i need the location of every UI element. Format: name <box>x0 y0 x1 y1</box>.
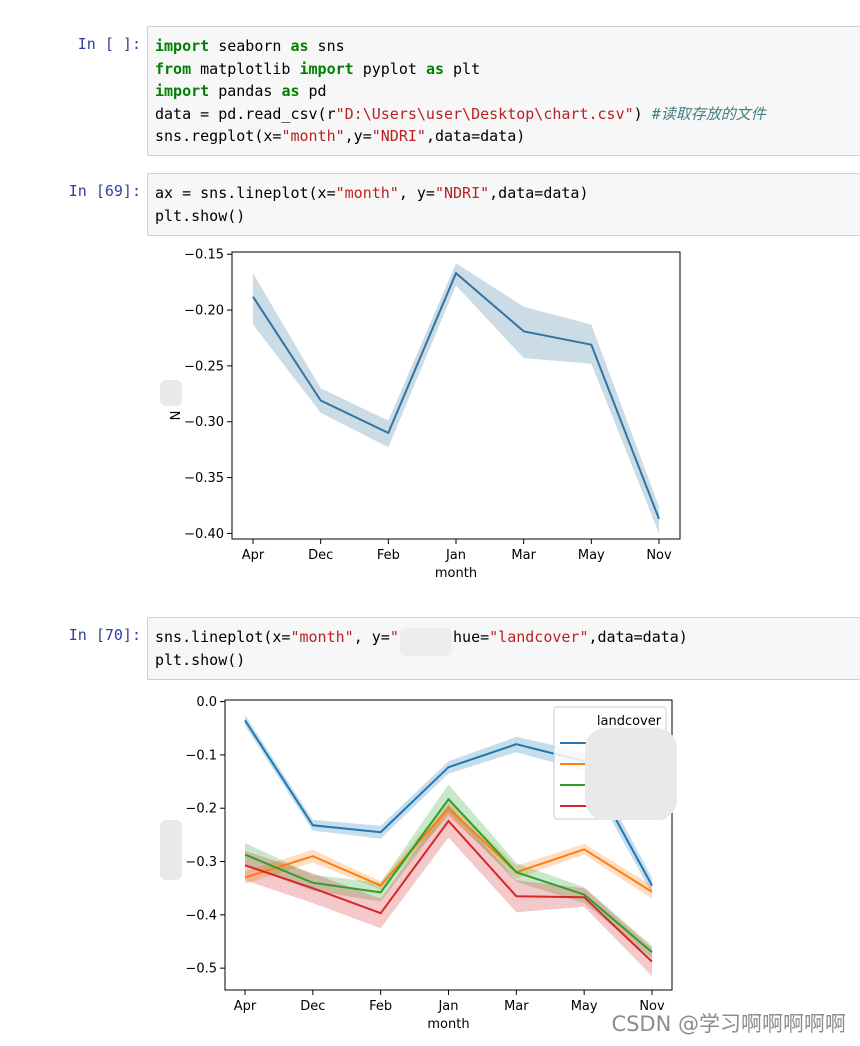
code-token: sns.lineplot(x= <box>155 628 291 646</box>
x-tick-label: May <box>571 999 598 1014</box>
ci-band-1 <box>245 800 652 899</box>
code-line: from matplotlib import pyplot as plt <box>155 58 860 81</box>
x-tick-label: Mar <box>504 999 529 1014</box>
series-line-0 <box>252 271 660 520</box>
ci-band-3 <box>245 804 652 977</box>
code-token: #读取存放的文件 <box>651 104 766 123</box>
x-tick-label: Feb <box>369 999 392 1014</box>
x-tick-label: Apr <box>242 548 265 563</box>
y-axis-label: N <box>169 411 184 421</box>
redacted-ylabel <box>160 380 182 406</box>
series-line-3 <box>244 819 653 963</box>
y-tick-label: −0.35 <box>184 471 224 486</box>
series-line-1 <box>244 806 653 893</box>
code-token: plt.show() <box>155 650 246 669</box>
code-token: ,y= <box>344 127 372 145</box>
code-token: ,data=data) <box>588 628 688 646</box>
code-line: data = pd.read_csv(r"D:\Users\user\Deskt… <box>155 103 860 126</box>
code-token: ax = sns.lineplot(x= <box>155 184 336 202</box>
code-token: ,data=data) <box>489 184 589 202</box>
code-token: "month" <box>281 127 345 145</box>
x-tick-label: Feb <box>377 548 400 563</box>
cell-prompt-2: In [69]: <box>68 182 141 200</box>
x-tick-label: Dec <box>308 548 333 563</box>
y-tick-label: −0.5 <box>185 962 217 977</box>
code-token: as <box>425 59 444 78</box>
code-token: data = pd.read_csv(r <box>155 104 336 123</box>
x-tick-label: May <box>578 548 605 563</box>
code-cell-2[interactable]: ax = sns.lineplot(x="month", y="NDRI",da… <box>147 173 860 236</box>
code-line: ax = sns.lineplot(x="month", y="NDRI",da… <box>155 182 860 205</box>
y-tick-label: −0.40 <box>184 527 224 542</box>
code-token: , y= <box>398 184 435 202</box>
code-line: plt.show() <box>155 205 860 228</box>
code-token: as <box>281 82 300 100</box>
x-tick-label: Apr <box>234 999 257 1014</box>
x-tick-label: Jan <box>437 999 458 1014</box>
ndri-line-chart: −0.15 −0.20 −0.25 −0.30 −0.35 −0.40 Apr Dec Feb J… <box>169 248 681 581</box>
y-tick-label: −0.20 <box>184 304 224 319</box>
code-token: "landcover" <box>489 628 589 646</box>
y-tick-label: −0.30 <box>184 415 224 430</box>
redacted-ylabel-2 <box>160 820 182 880</box>
cell-prompt-1: In [ ]: <box>77 35 141 53</box>
code-token: pd <box>299 82 327 100</box>
x-tick-label: Jan <box>445 548 466 563</box>
code-token: matplotlib <box>191 59 300 78</box>
code-line: import seaborn as sns <box>155 35 860 58</box>
code-token: import <box>155 37 210 55</box>
code-line: sns.lineplot(x="month", y=" ", hue="land… <box>155 626 860 649</box>
code-token: from <box>155 59 192 78</box>
x-tick-label: Nov <box>646 548 672 563</box>
code-token: ,data=data) <box>425 127 526 145</box>
code-token: , y= <box>353 628 390 646</box>
y-tick-label: −0.1 <box>185 748 217 763</box>
code-token: pandas <box>209 82 282 100</box>
y-tick-label: −0.4 <box>185 908 217 923</box>
code-token: sns <box>308 37 345 55</box>
x-tick-label: Nov <box>639 999 665 1014</box>
x-axis-label: month <box>435 566 477 581</box>
code-token: import <box>299 59 354 78</box>
code-token: plt <box>444 59 481 78</box>
code-token: "NDRI" <box>371 127 426 145</box>
y-tick-label: −0.15 <box>184 248 224 263</box>
code-token: import <box>155 82 210 100</box>
code-token: "month" <box>335 184 399 202</box>
code-token: ) <box>633 104 652 123</box>
code-line: sns.regplot(x="month",y="NDRI",data=data… <box>155 125 860 148</box>
code-token: "month" <box>290 628 354 646</box>
cell-prompt-3: In [70]: <box>68 626 141 644</box>
ci-band-0 <box>245 714 652 894</box>
ci-band-0 <box>253 263 659 534</box>
x-axis-label: month <box>427 1017 469 1032</box>
code-cell-3[interactable]: sns.lineplot(x="month", y=" ", hue="land… <box>147 617 860 680</box>
code-token: pyplot <box>353 59 426 78</box>
y-tick-label: −0.2 <box>185 802 217 817</box>
code-token: plt.show() <box>155 206 246 225</box>
code-token: sns.regplot(x= <box>155 127 282 145</box>
code-cell-1[interactable]: import seaborn as sns from matplotlib imp… <box>147 26 860 156</box>
redacted-legend-labels <box>585 728 677 820</box>
y-tick-label: 0.0 <box>196 695 217 710</box>
x-tick-label: Mar <box>511 548 536 563</box>
code-line: import pandas as pd <box>155 80 860 103</box>
code-line: plt.show() <box>155 649 860 672</box>
series-line-2 <box>244 797 653 953</box>
code-token: as <box>290 37 309 55</box>
code-token: "NDRI" <box>434 184 490 202</box>
x-tick-label: Dec <box>300 999 325 1014</box>
y-tick-label: −0.25 <box>184 359 224 374</box>
y-tick-label: −0.3 <box>185 855 217 870</box>
redacted-code-text <box>400 628 452 656</box>
csdn-watermark: CSDN @学习啊啊啊啊啊 <box>611 1012 846 1036</box>
code-token: "D:\Users\user\Desktop\chart.csv" <box>335 104 634 123</box>
code-token: seaborn <box>209 37 291 55</box>
legend-title: landcover <box>597 714 662 729</box>
